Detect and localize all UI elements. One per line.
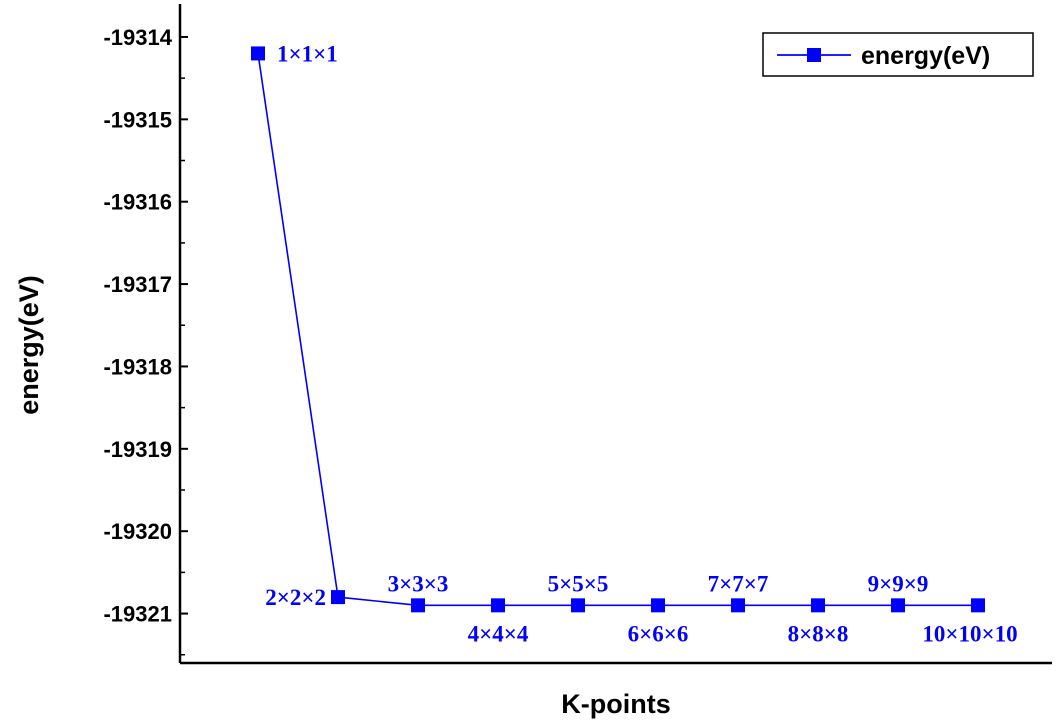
point-label: 6×6×6 — [628, 621, 689, 646]
point-label: 2×2×2 — [265, 585, 326, 610]
series-energy — [251, 46, 985, 613]
y-tick-label: -19318 — [103, 354, 172, 379]
y-tick-label: -19320 — [103, 519, 172, 544]
point-label: 1×1×1 — [277, 41, 338, 66]
y-tick-label: -19321 — [103, 602, 172, 627]
data-point-marker — [571, 598, 585, 613]
point-label: 3×3×3 — [388, 571, 449, 596]
data-point-marker — [651, 598, 665, 613]
legend: energy(eV) — [762, 32, 1034, 77]
data-point-marker — [731, 598, 745, 613]
point-label: 10×10×10 — [922, 621, 1017, 646]
point-label: 8×8×8 — [788, 621, 849, 646]
series-line — [257, 53, 978, 607]
data-point-marker — [811, 598, 825, 613]
legend-label: energy(eV) — [861, 42, 990, 70]
point-label: 9×9×9 — [868, 571, 929, 596]
y-tick-label: -19319 — [103, 437, 172, 462]
x-axis-title: K-points — [561, 689, 670, 719]
y-tick-label: -19314 — [103, 25, 172, 50]
legend-marker-swatch — [807, 48, 821, 62]
y-axis-title: energy(eV) — [14, 275, 44, 415]
data-point-marker — [891, 598, 905, 613]
data-point-marker — [491, 598, 505, 613]
data-point-marker — [411, 598, 425, 613]
point-label: 4×4×4 — [468, 621, 529, 646]
y-axis-ticks: -19314 -19315 -19316 -19317 -19318 -19319 -193… — [103, 25, 188, 656]
y-tick-label: -19315 — [103, 107, 172, 132]
point-label: 5×5×5 — [548, 571, 609, 596]
y-tick-label: -19317 — [103, 272, 172, 297]
y-tick-label: -19316 — [103, 190, 172, 215]
axes — [178, 4, 1052, 665]
point-label: 7×7×7 — [708, 571, 769, 596]
legend-box — [762, 32, 1034, 77]
point-labels: 1×1×1 2×2×2 3×3×3 4×4×4 5×5×5 6×6×6 7×7×7 8×8×8… — [265, 41, 1017, 646]
data-point-marker — [971, 598, 985, 613]
data-point-marker — [331, 590, 345, 605]
data-point-marker — [251, 46, 265, 61]
